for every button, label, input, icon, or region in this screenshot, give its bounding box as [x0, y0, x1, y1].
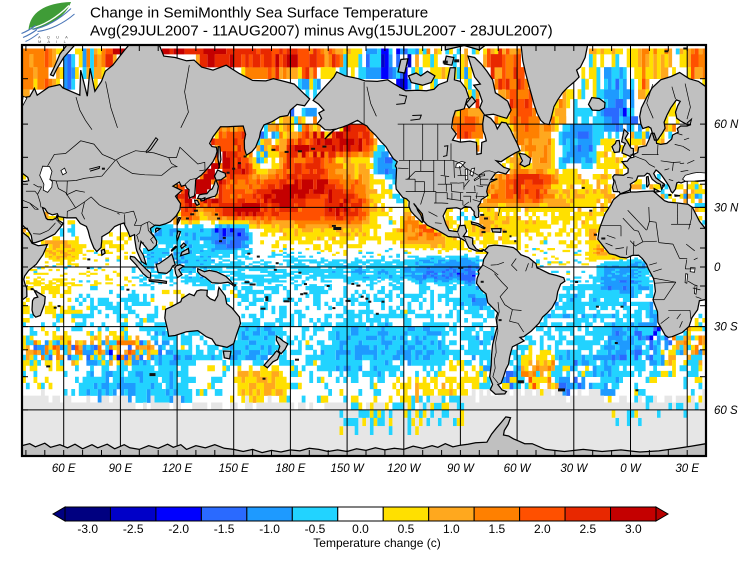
svg-text:-1.5: -1.5 — [214, 522, 235, 536]
svg-text:3.0: 3.0 — [625, 522, 642, 536]
svg-text:30 E: 30 E — [675, 463, 699, 475]
svg-text:0.0: 0.0 — [352, 522, 369, 536]
svg-text:120 E: 120 E — [162, 463, 192, 475]
svg-text:60 S: 60 S — [714, 405, 738, 417]
svg-text:2.5: 2.5 — [579, 522, 596, 536]
svg-text:-0.5: -0.5 — [305, 522, 326, 536]
svg-text:Change in SemiMonthly Sea Surf: Change in SemiMonthly Sea Surface Temper… — [90, 5, 428, 22]
svg-text:1.5: 1.5 — [489, 522, 506, 536]
svg-text:Temperature change (c): Temperature change (c) — [313, 536, 440, 550]
svg-text:-3.0: -3.0 — [77, 522, 98, 536]
svg-text:180 E: 180 E — [275, 463, 305, 475]
svg-text:2.0: 2.0 — [534, 522, 551, 536]
svg-text:90 W: 90 W — [447, 463, 475, 475]
svg-text:30 W: 30 W — [560, 463, 588, 475]
svg-text:60 N: 60 N — [714, 119, 739, 131]
svg-text:0 W: 0 W — [620, 463, 642, 475]
svg-text:150 W: 150 W — [330, 463, 364, 475]
svg-text:30 N: 30 N — [714, 202, 739, 214]
svg-text:30 S: 30 S — [714, 322, 738, 334]
svg-text:150 E: 150 E — [219, 463, 249, 475]
svg-text:1.0: 1.0 — [443, 522, 460, 536]
svg-text:-2.5: -2.5 — [123, 522, 144, 536]
svg-text:-2.0: -2.0 — [168, 522, 189, 536]
svg-text:0.5: 0.5 — [398, 522, 415, 536]
svg-text:A Q U A: A Q U A — [38, 35, 70, 40]
svg-text:60 E: 60 E — [52, 463, 76, 475]
svg-text:120 W: 120 W — [387, 463, 421, 475]
svg-text:90 E: 90 E — [109, 463, 133, 475]
svg-text:-1.0: -1.0 — [259, 522, 280, 536]
svg-text:M A I L: M A I L — [38, 39, 68, 44]
svg-text:0: 0 — [714, 262, 721, 274]
svg-text:Avg(29JUL2007 - 11AUG2007) min: Avg(29JUL2007 - 11AUG2007) minus Avg(15J… — [90, 23, 553, 40]
svg-text:60 W: 60 W — [504, 463, 532, 475]
